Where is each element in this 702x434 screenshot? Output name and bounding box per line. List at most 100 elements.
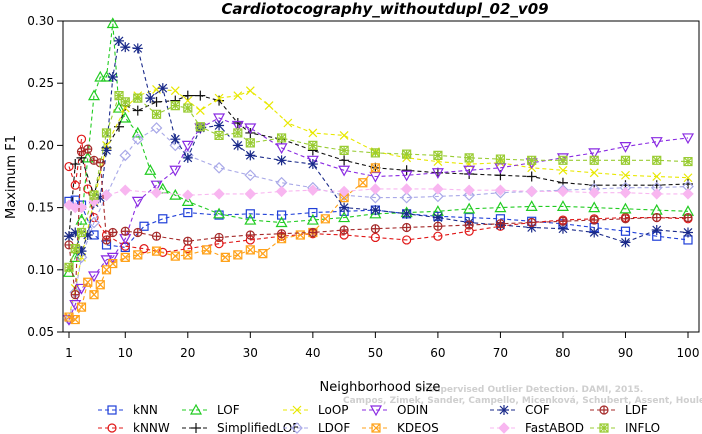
series-fastabod — [63, 183, 694, 214]
data-point-fastabod — [182, 189, 194, 201]
data-point-fastabod — [244, 188, 257, 200]
legend-marker-fastabod — [498, 422, 510, 434]
data-point-inflo — [683, 156, 693, 167]
legend-label-knn: kNN — [133, 403, 158, 417]
series-line-ldof — [68, 127, 689, 320]
data-point-ldof — [131, 133, 144, 146]
legend-item-fastabod: FastABOD — [490, 421, 584, 434]
data-point-cof — [557, 223, 568, 234]
data-point-simplifiedlof — [401, 165, 412, 176]
data-point-fastabod — [369, 183, 382, 195]
data-point-odin — [131, 196, 144, 208]
data-point-inflo — [370, 148, 380, 158]
data-point-knn — [245, 209, 255, 219]
y-tick-label: 0.05 — [27, 325, 54, 339]
data-point-fastabod — [463, 184, 475, 196]
data-point-inflo — [339, 145, 349, 155]
data-point-loop — [558, 165, 568, 175]
data-point-knnw — [139, 244, 149, 254]
data-point-lof — [556, 200, 569, 211]
x-tick-label: 30 — [243, 346, 258, 360]
data-point-ldof — [400, 191, 413, 204]
y-tick-label: 0.15 — [27, 201, 54, 215]
data-point-odin — [150, 180, 163, 192]
data-point-simplifiedlof — [526, 171, 537, 182]
data-point-inflo — [151, 109, 162, 119]
data-point-ldof — [463, 189, 476, 202]
data-point-kdeos — [95, 280, 105, 290]
data-point-simplifiedlof — [182, 90, 193, 101]
data-point-ldof — [213, 161, 225, 174]
data-point-ldf — [339, 225, 349, 235]
data-point-simplifiedlof — [232, 118, 243, 129]
legend-item-odin: ODIN — [362, 403, 428, 417]
data-point-cof — [145, 93, 156, 104]
legend-marker-knnw — [107, 423, 117, 433]
data-point-loop — [339, 131, 349, 140]
data-point-ldof — [432, 190, 444, 203]
legend-label-inflo: INFLO — [625, 421, 660, 434]
data-point-fastabod — [588, 186, 600, 199]
data-point-ldf — [433, 221, 443, 231]
data-point-knn — [183, 207, 193, 218]
legend-label-simplifiedlof: SimplifiedLOF — [217, 421, 299, 434]
data-point-ldf — [101, 235, 112, 245]
data-point-kdeos — [108, 258, 118, 269]
data-point-kdeos — [276, 234, 287, 244]
series-line-loop — [68, 88, 689, 318]
legend-marker-kdeos — [371, 423, 381, 433]
data-point-odin — [75, 283, 88, 295]
data-point-cof — [120, 42, 131, 53]
data-point-knn — [139, 221, 149, 231]
series-line-lof — [68, 23, 689, 273]
legend-marker-lof — [189, 403, 203, 415]
data-point-kdeos — [245, 245, 255, 255]
data-point-cof — [339, 202, 350, 213]
series-inflo — [64, 91, 693, 272]
data-point-cof — [64, 231, 74, 242]
legend-marker-ldof — [291, 422, 303, 434]
y-tick-label: 0.10 — [27, 263, 54, 277]
x-tick-label: 60 — [430, 346, 445, 360]
x-tick-label: 50 — [368, 346, 383, 360]
plot-frame — [62, 20, 700, 333]
data-point-loop — [283, 118, 293, 128]
data-point-fastabod — [119, 184, 131, 196]
legend-label-loop: LoOP — [318, 403, 349, 417]
data-point-kdeos — [70, 314, 80, 325]
y-axis-label: Maximum F1 — [4, 135, 19, 219]
legend-marker-odin — [369, 405, 383, 417]
data-point-ldf — [120, 226, 130, 236]
data-point-cof — [589, 227, 600, 238]
y-tick-label: 0.25 — [27, 76, 54, 90]
data-point-inflo — [527, 155, 537, 165]
data-point-ldf — [527, 217, 537, 228]
data-point-loop — [621, 170, 630, 180]
data-point-odin — [400, 170, 413, 182]
data-point-ldf — [133, 227, 143, 238]
data-point-inflo — [495, 154, 506, 164]
data-point-lof — [338, 211, 351, 223]
data-point-loop — [170, 86, 180, 96]
data-point-odin — [431, 168, 444, 180]
data-point-odin — [169, 165, 182, 177]
data-point-lof — [588, 201, 601, 213]
data-point-cof — [76, 246, 87, 257]
data-point-fastabod — [100, 189, 113, 201]
data-point-ldf — [683, 212, 693, 223]
data-point-fastabod — [432, 183, 444, 195]
data-point-knnw — [64, 161, 74, 172]
legend-item-simplifiedlof: SimplifiedLOF — [182, 421, 299, 434]
legend-marker-simplifiedlof — [191, 423, 201, 433]
data-point-inflo — [133, 93, 143, 103]
data-point-cof — [214, 120, 225, 131]
data-point-ldf — [495, 219, 506, 229]
data-point-kdeos — [133, 250, 143, 260]
data-point-cof — [95, 192, 106, 203]
data-point-lof — [494, 201, 507, 213]
data-point-cof — [245, 150, 256, 161]
data-point-odin — [369, 171, 382, 183]
data-point-cof — [307, 159, 318, 170]
data-point-ldf — [652, 212, 662, 223]
